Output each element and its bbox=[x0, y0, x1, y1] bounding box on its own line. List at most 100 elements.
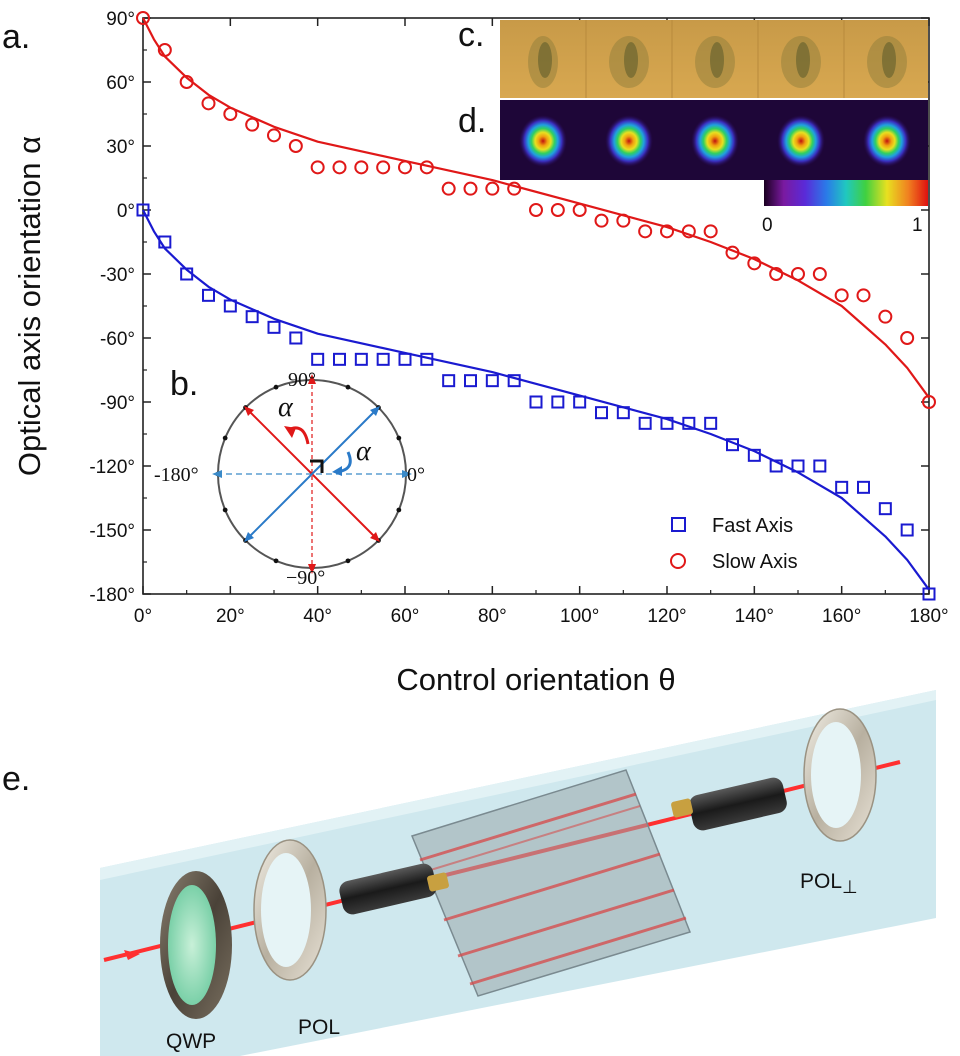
plot-area: 90° 60° 30° 0° -30° -60° -90° -120° -150° -180° 0… bbox=[89, 9, 948, 627]
x-tick-label: 140° bbox=[735, 606, 774, 627]
right-arrowhead bbox=[402, 470, 412, 478]
colorbar-gradient bbox=[764, 180, 928, 206]
polar-dot bbox=[273, 384, 279, 390]
polar-dot bbox=[345, 384, 351, 390]
slow-axis-point bbox=[812, 267, 827, 281]
pol-perp-text: POL bbox=[800, 870, 842, 893]
slow-axis-point bbox=[572, 203, 587, 217]
x-tick-label: 100° bbox=[560, 606, 599, 627]
fast-axis-point bbox=[682, 416, 696, 430]
mode-images-d bbox=[500, 100, 928, 180]
pol-label: POL bbox=[298, 1016, 340, 1039]
legend-label-slow: Slow Axis bbox=[712, 551, 798, 573]
fit-curves bbox=[142, 17, 930, 591]
connector-left-body bbox=[339, 863, 437, 915]
panel-label-c: c. bbox=[458, 16, 484, 54]
slow-axis-point bbox=[507, 181, 522, 196]
fast-alpha-arrowhead bbox=[332, 466, 342, 476]
slow-axis-point bbox=[769, 267, 784, 281]
slow-axis-point bbox=[288, 139, 303, 153]
fast-axis-point bbox=[878, 502, 892, 516]
polar-label-90: 90° bbox=[288, 369, 316, 391]
slow-axis-point bbox=[616, 213, 631, 228]
slow-axis-point bbox=[747, 256, 762, 271]
panel-label-e: e. bbox=[2, 760, 30, 798]
slow-axis-point bbox=[157, 43, 172, 57]
waveguide-3 bbox=[457, 888, 675, 958]
polar-dot bbox=[345, 558, 351, 564]
slow-axis-point bbox=[681, 224, 696, 239]
colorbar-max-label: 1 bbox=[912, 215, 923, 236]
polar-label-0: 0° bbox=[407, 464, 425, 486]
polar-inset: 90° −90° 0° -180° α α bbox=[154, 369, 425, 589]
beam-profile bbox=[691, 115, 739, 167]
fast-axis-point bbox=[311, 352, 325, 366]
y-tick-label: -150° bbox=[89, 521, 135, 542]
polar-label-180: -180° bbox=[154, 464, 199, 486]
polar-dot bbox=[396, 507, 402, 513]
waveguide-1 bbox=[419, 792, 637, 862]
mode-blob-core bbox=[882, 42, 896, 78]
panel-label-b: b. bbox=[170, 365, 198, 403]
mode-blob-core bbox=[538, 42, 552, 78]
fast-axis-point bbox=[354, 352, 368, 366]
fast-axis-point bbox=[791, 459, 805, 473]
slow-axis-point bbox=[179, 75, 194, 89]
slow-axis-point bbox=[332, 160, 347, 175]
y-tick-label: 60° bbox=[106, 73, 135, 94]
x-tick-label: 40° bbox=[303, 606, 332, 627]
table-edge bbox=[100, 690, 936, 880]
beam-profile bbox=[777, 115, 825, 167]
fast-axis-point bbox=[747, 448, 761, 462]
slow-axis-point bbox=[223, 107, 238, 121]
beam-profile bbox=[519, 115, 567, 167]
fast-axis-point bbox=[289, 331, 303, 345]
mode-blob-core bbox=[624, 42, 638, 78]
polar-dot bbox=[222, 435, 228, 441]
y-tick-label: 30° bbox=[106, 137, 135, 158]
fast-axis-point bbox=[704, 416, 718, 430]
slow-axis-point bbox=[398, 160, 412, 175]
slow-axis-point bbox=[791, 267, 805, 281]
y-tick-label: 0° bbox=[117, 201, 135, 222]
x-tick-label: 0° bbox=[134, 606, 152, 627]
fast-axis-point bbox=[660, 416, 674, 430]
left-arrowhead bbox=[212, 470, 222, 478]
slow-arrowhead-2 bbox=[370, 532, 380, 542]
x-tick-label: 160° bbox=[822, 606, 861, 627]
slow-axis-point bbox=[856, 288, 871, 303]
setup-illustration: QWP POL POL⊥ bbox=[100, 690, 936, 1056]
y-tick-label: -60° bbox=[100, 329, 135, 350]
y-axis-label: Optical axis orientation α bbox=[12, 136, 47, 476]
slow-axis-point bbox=[594, 213, 609, 228]
fast-axis-point bbox=[529, 395, 543, 409]
fast-axis-point bbox=[223, 299, 237, 313]
beam-arrowhead bbox=[124, 950, 140, 960]
perp-symbol: ⊥ bbox=[842, 877, 858, 897]
beam-profiles bbox=[519, 115, 911, 167]
fast-axis-point bbox=[333, 352, 346, 366]
fiber-connector-right bbox=[671, 777, 787, 831]
fast-arrowhead-1 bbox=[370, 406, 380, 416]
polar-dot bbox=[396, 435, 402, 441]
slow-axis-point bbox=[900, 331, 915, 345]
slow-axis-point bbox=[463, 181, 478, 196]
fast-axis-point bbox=[485, 374, 499, 388]
beam-profile bbox=[605, 115, 653, 167]
colorbar-min-label: 0 bbox=[762, 215, 773, 236]
y-tick-label: 90° bbox=[106, 9, 135, 30]
polar-dot bbox=[273, 558, 279, 564]
x-tick-label: 20° bbox=[216, 606, 245, 627]
waveguide-1b bbox=[423, 805, 641, 873]
y-tick-label: -90° bbox=[100, 393, 135, 414]
slow-axis-point bbox=[441, 181, 456, 196]
legend-label-fast: Fast Axis bbox=[712, 515, 793, 537]
alpha-label-slow: α bbox=[278, 392, 294, 423]
data-points bbox=[136, 11, 936, 601]
fast-axis-fit-curve bbox=[142, 209, 930, 591]
fast-axis-point bbox=[813, 459, 827, 473]
slow-axis-point bbox=[922, 395, 936, 409]
fast-axis-point bbox=[638, 416, 652, 430]
slow-axis-point bbox=[638, 224, 653, 239]
